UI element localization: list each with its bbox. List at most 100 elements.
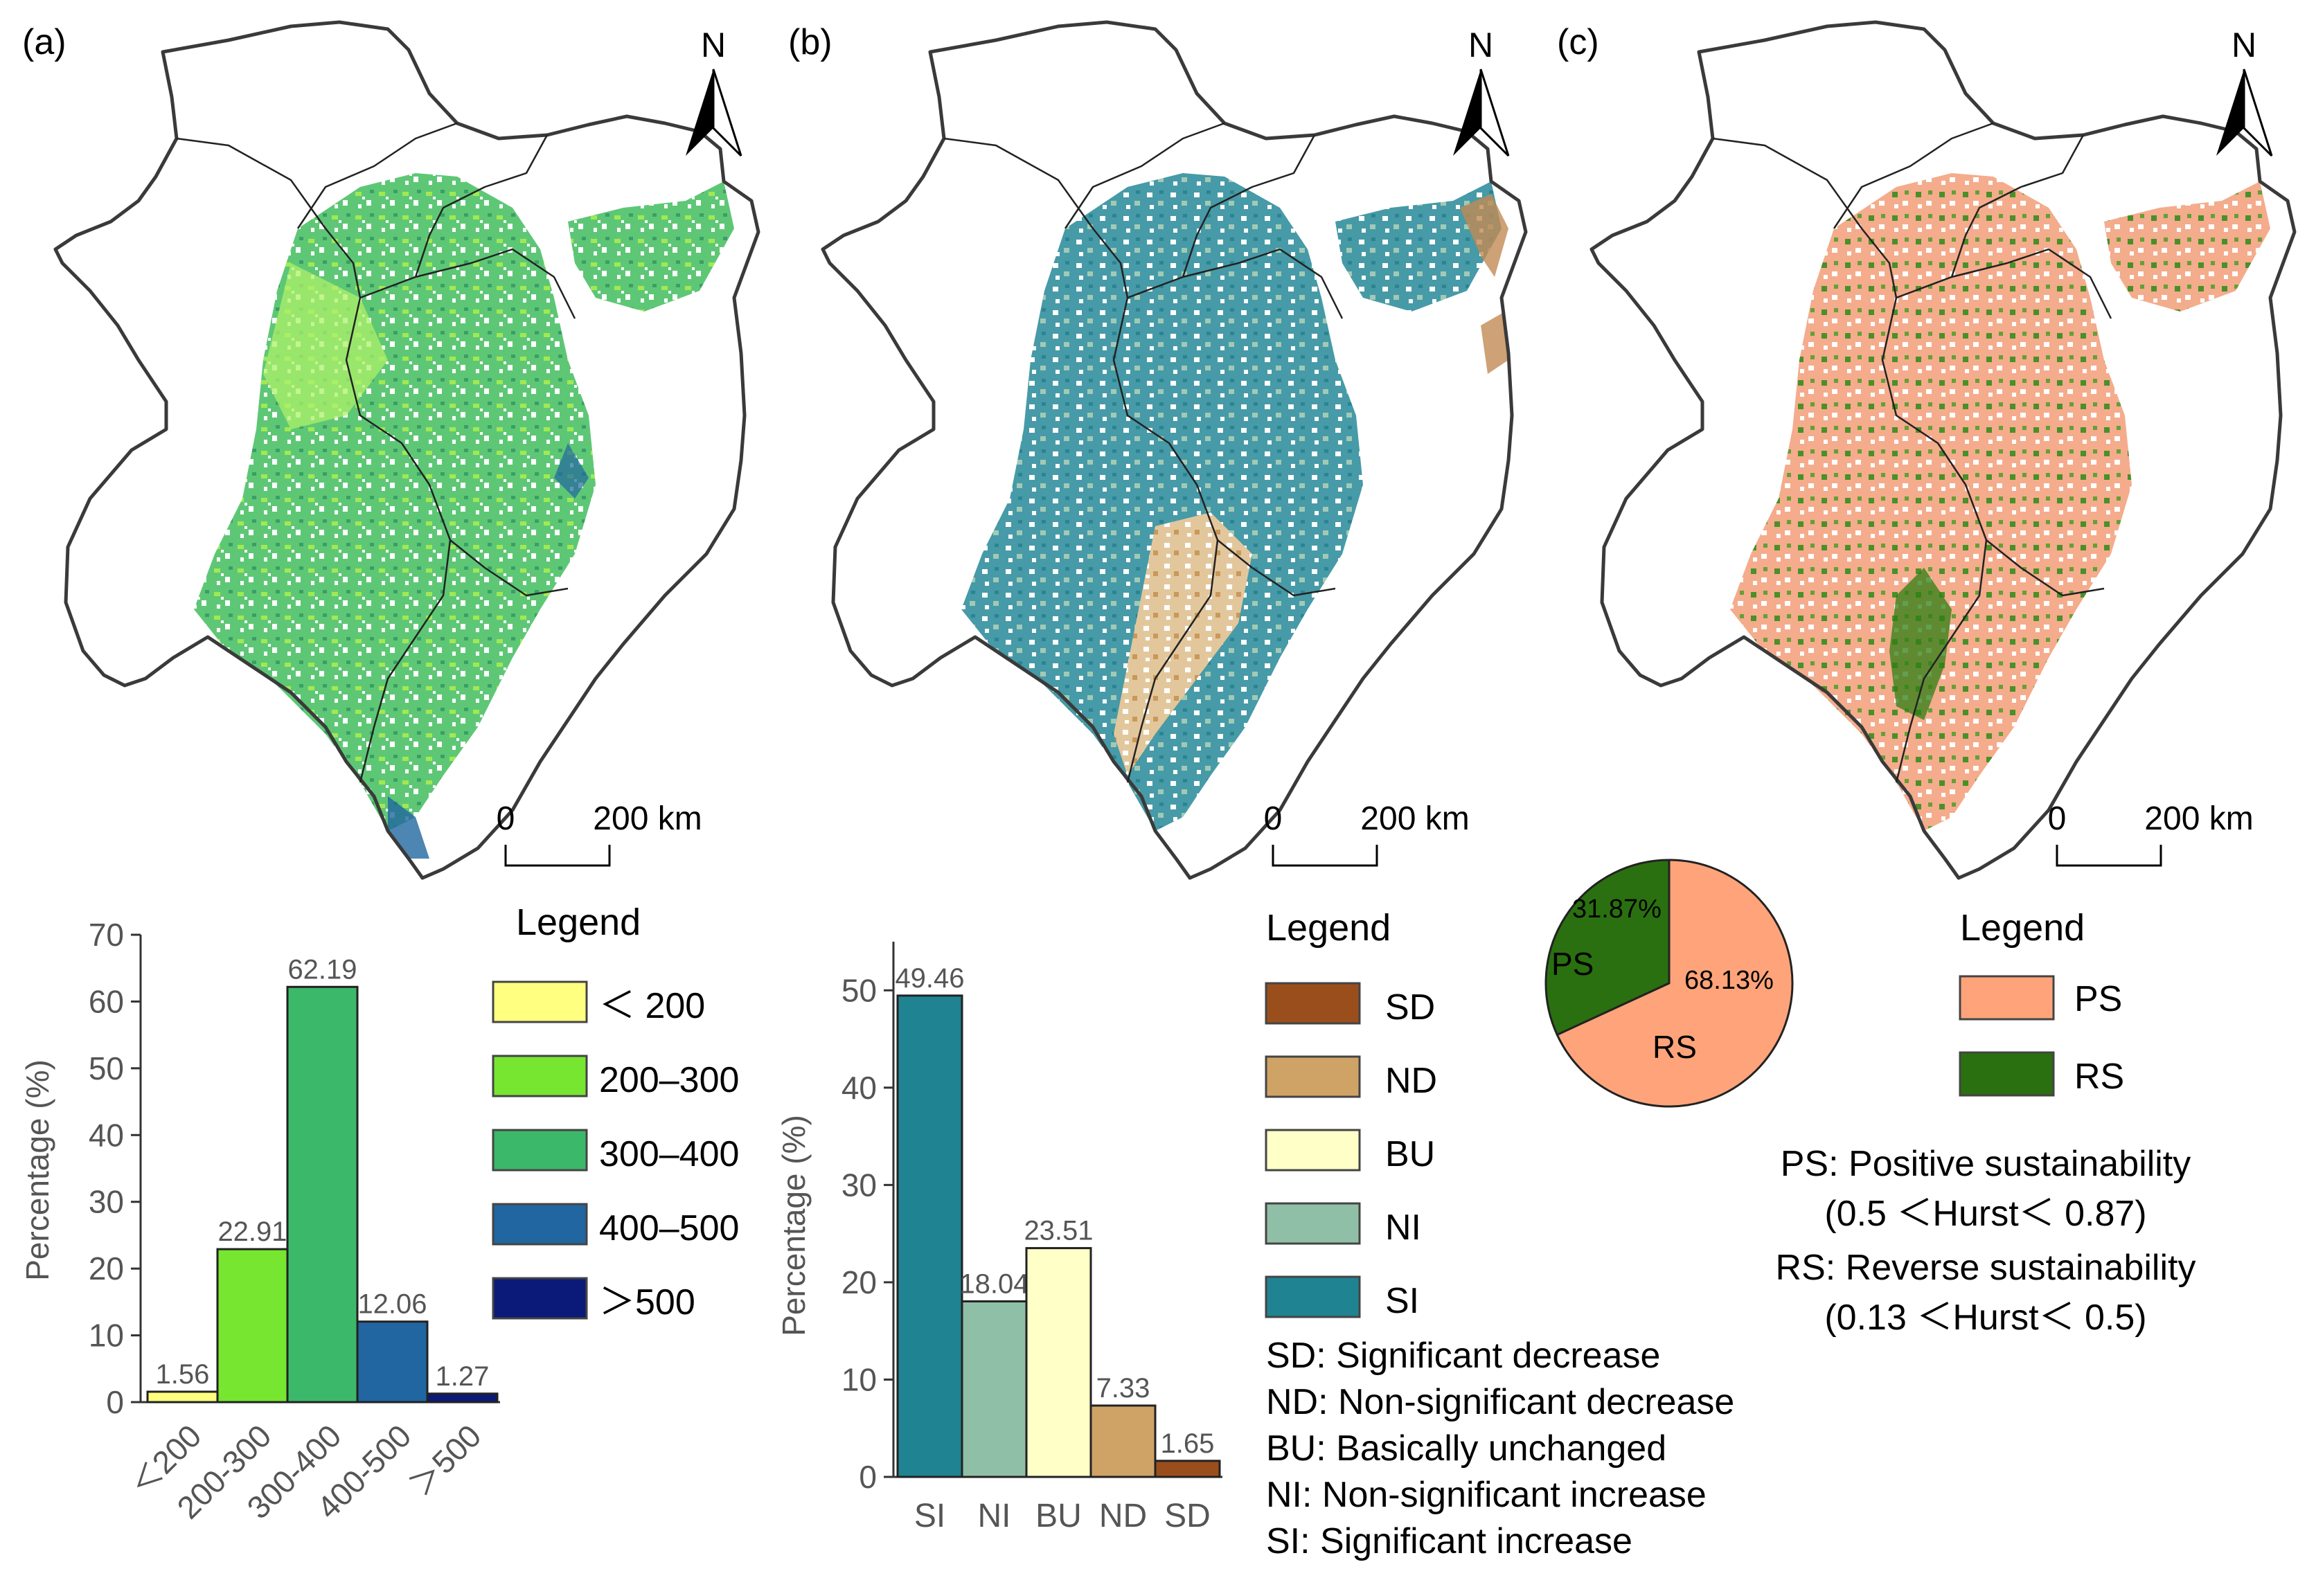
bar-b-1 [896, 994, 963, 1478]
north-arrow-icon-half [2243, 69, 2273, 157]
bar-value-label-b: 1.65 [1161, 1428, 1215, 1459]
legend-b-note: NI: Non-significant increase [1266, 1475, 1707, 1515]
legend-b-swatch-ni [1265, 1202, 1361, 1245]
legend-a-label-400-500: 400–500 [599, 1208, 739, 1248]
legend-a-label-gt500: ＞500 [599, 1282, 695, 1322]
legend-b-label-sd: SD [1385, 987, 1435, 1028]
y-tick-label-b: 10 [841, 1361, 877, 1397]
bar-b-4 [1089, 1404, 1157, 1478]
y-tick-label-a: 70 [89, 917, 124, 953]
x-tick-label-b: SD [1164, 1498, 1211, 1534]
scale-bar-line [2056, 845, 2162, 867]
map-c [1592, 22, 2295, 878]
legend-a-swatch-300-400 [492, 1129, 588, 1172]
legend-c-title: Legend [1960, 907, 2085, 949]
bar-value-label-a: 1.56 [156, 1359, 210, 1390]
pie-slice-label-ps: PS [1551, 946, 1594, 982]
legend-b-swatch-nd [1265, 1055, 1361, 1098]
north-arrow-icon-label: N [701, 26, 726, 64]
bar-b-3 [1025, 1247, 1092, 1478]
legend-c-note: PS: Positive sustainability [1781, 1144, 2191, 1184]
legend-c: Legend PS RS PS: Positive sustainability… [1776, 907, 2196, 1338]
x-tick-label-b: ND [1099, 1498, 1147, 1534]
scale-bar-b: 0 200 km [1264, 800, 1470, 867]
panel-label-b: (b) [788, 22, 832, 62]
scale-bar-a: 0 200 km [497, 800, 702, 867]
legend-a-label-lt200: ＜ 200 [599, 986, 705, 1026]
y-tick-label-a: 0 [106, 1384, 124, 1420]
y-tick-label-a: 40 [89, 1117, 124, 1153]
pie-value-label-ps: 68.13% [1684, 966, 1774, 995]
pie-chart-c: 31.87% 68.13% PS RS [1544, 859, 1794, 1108]
legend-a-label-300-400: 300–400 [599, 1134, 739, 1174]
legend-c-note: RS: Reverse sustainability [1776, 1248, 2196, 1288]
y-tick-label-a: 60 [89, 983, 124, 1019]
x-tick-label-b: SI [914, 1498, 945, 1534]
map-b [823, 22, 1526, 878]
legend-a-swatch-gt500 [492, 1277, 588, 1320]
north-arrow-icon-label: N [1468, 26, 1493, 64]
y-tick-label-a: 10 [89, 1318, 124, 1354]
x-tick-label-b: BU [1035, 1498, 1082, 1534]
chart-b-ylabel: Percentage (%) [776, 1115, 812, 1336]
bar-b-5 [1154, 1460, 1221, 1478]
legend-b-label-bu: BU [1385, 1134, 1435, 1174]
north-arrow-icon [2216, 69, 2244, 156]
legend-c-swatch-rs [1959, 1051, 2055, 1097]
bar-value-label-b: 49.46 [895, 963, 964, 994]
legend-c-swatch-ps [1959, 975, 2055, 1021]
legend-b-note: SI: Significant increase [1266, 1521, 1632, 1561]
legend-b-label-nd: ND [1385, 1061, 1437, 1101]
legend-b-swatch-si [1265, 1275, 1361, 1318]
panel-label-a: (a) [22, 22, 66, 62]
scale-zero: 0 [497, 800, 515, 837]
legend-b-label-ni: NI [1385, 1208, 1421, 1248]
x-tick-label-a: ＞500 [402, 1417, 488, 1503]
y-tick-label-a: 30 [89, 1184, 124, 1220]
scale-bar-line [1272, 845, 1378, 867]
panel-label-c: (c) [1557, 22, 1599, 62]
bar-value-label-a: 12.06 [357, 1289, 427, 1320]
y-tick-label-b: 50 [841, 972, 877, 1008]
scale-zero: 0 [1264, 800, 1283, 837]
legend-c-note: (0.5 ＜Hurst＜ 0.87) [1824, 1194, 2146, 1234]
legend-c-note: (0.13 ＜Hurst＜ 0.5) [1824, 1298, 2146, 1338]
chart-a-ylabel: Percentage (%) [19, 1059, 55, 1281]
scale-bar-line [504, 845, 611, 867]
north-arrow-a: N [686, 26, 742, 157]
scale-end: 200 km [2144, 800, 2253, 837]
north-arrow-icon-half [1479, 69, 1510, 157]
y-tick-label-b: 0 [859, 1459, 877, 1495]
map-a [55, 22, 758, 878]
north-arrow-icon [1453, 69, 1481, 156]
scale-bar-c: 0 200 km [2048, 800, 2254, 867]
y-tick-label-b: 20 [841, 1264, 877, 1300]
bar-value-label-a: 22.91 [217, 1217, 287, 1247]
x-tick-label-b: NI [978, 1498, 1011, 1534]
legend-b-note: SD: Significant decrease [1266, 1336, 1660, 1376]
bar-a-5 [426, 1392, 499, 1404]
bar-value-label-a: 1.27 [436, 1361, 490, 1392]
y-tick-label-b: 30 [841, 1167, 877, 1203]
north-arrow-b: N [1453, 26, 1510, 157]
bar-a-2 [216, 1248, 289, 1404]
y-tick-label-a: 20 [89, 1250, 124, 1286]
bar-value-label-b: 7.33 [1096, 1373, 1150, 1404]
bar-value-label-b: 23.51 [1024, 1216, 1093, 1246]
north-arrow-icon-label: N [2232, 26, 2256, 64]
pie-value-label-rs: 31.87% [1572, 895, 1662, 924]
legend-b-note: ND: Non-significant decrease [1266, 1382, 1734, 1422]
legend-b: Legend SD ND BU NI SI SD: Significant de… [1265, 907, 1734, 1561]
legend-b-title: Legend [1266, 907, 1391, 949]
y-tick-label-b: 40 [841, 1070, 877, 1106]
legend-c-label-rs: RS [2074, 1057, 2124, 1097]
bar-chart-b: 0 10 20 30 40 50 49.46 SI 18.04 NI 23.51 BU 7.33 ND 1.… [841, 942, 1222, 1534]
legend-a-swatch-200-300 [492, 1055, 588, 1097]
bar-a-3 [286, 985, 359, 1404]
legend-a-title: Legend [516, 902, 641, 943]
north-arrow-c: N [2216, 26, 2273, 157]
legend-a-swatch-lt200 [492, 980, 588, 1023]
legend-b-swatch-sd [1265, 982, 1361, 1025]
bar-value-label-a: 62.19 [287, 954, 357, 985]
